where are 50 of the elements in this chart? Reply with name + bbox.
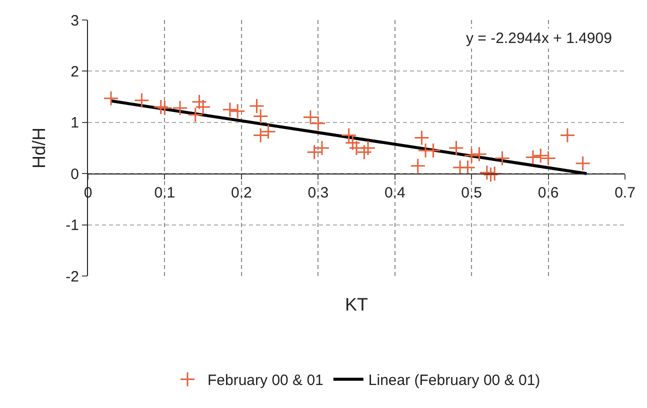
point [560, 127, 576, 143]
point [191, 94, 207, 110]
y-tick-label: -1 [66, 217, 79, 234]
point [486, 166, 502, 182]
x-axis-title: KT [344, 294, 368, 314]
x-tick-label: 0.6 [538, 184, 559, 202]
y-axis-title: Hd/H [28, 127, 49, 169]
point [306, 144, 322, 160]
x-tick-label: 0.4 [384, 184, 406, 202]
point [249, 98, 265, 114]
legend-label: Linear (February 00 & 01) [368, 372, 540, 390]
x-tick-label: 0.2 [231, 184, 252, 202]
point [464, 148, 480, 164]
point [575, 156, 591, 172]
point [414, 130, 430, 146]
annotation: y = -2.2944x + 1.4909 [466, 30, 612, 47]
point [410, 158, 426, 174]
x-tick-label: 0.7 [614, 184, 636, 202]
x-tick-label: 0.3 [308, 184, 329, 202]
legend-label: February 00 & 01 [208, 372, 324, 390]
x-tick-label: 0.5 [461, 184, 482, 202]
point [479, 164, 495, 180]
point [260, 124, 276, 140]
point [425, 142, 441, 158]
point [314, 140, 330, 156]
point [532, 148, 548, 164]
point [230, 103, 246, 119]
y-tick-label: 2 [70, 63, 79, 80]
point [195, 99, 211, 115]
point [222, 102, 238, 118]
point [252, 127, 268, 143]
point [494, 150, 510, 166]
y-tick-label: 0 [70, 166, 79, 183]
point [156, 100, 172, 116]
point [360, 140, 376, 156]
point [134, 92, 150, 108]
point [448, 140, 464, 156]
x-tick-label: 0.1 [154, 184, 176, 202]
point [525, 149, 541, 165]
point [172, 100, 188, 116]
point [252, 108, 268, 124]
y-tick-label: 1 [70, 114, 79, 132]
point [153, 99, 169, 115]
y-tick-label: -2 [66, 268, 79, 286]
point [540, 150, 556, 166]
y-tick-label: 3 [70, 12, 79, 30]
point [471, 146, 487, 162]
point [103, 90, 119, 106]
point [460, 160, 476, 176]
point [188, 106, 204, 122]
